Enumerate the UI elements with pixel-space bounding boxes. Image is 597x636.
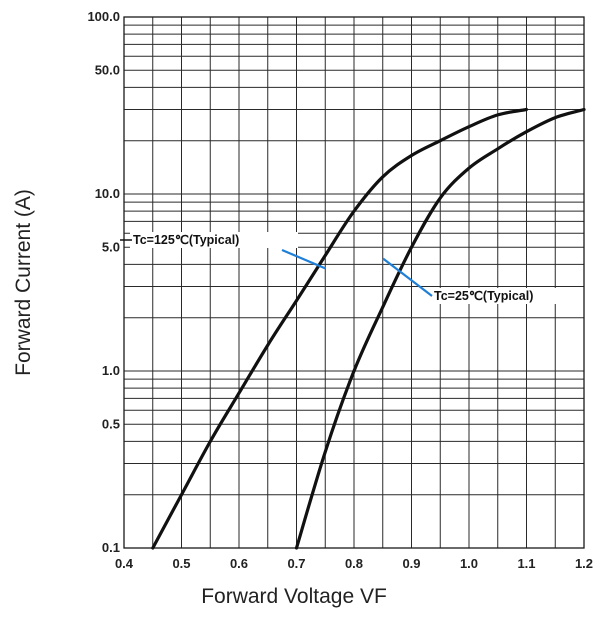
annotation-bg	[431, 288, 577, 304]
annotation-bg	[130, 232, 298, 248]
leader-line-tc-125	[281, 248, 326, 270]
y-tick-label: 1.0	[102, 363, 120, 378]
annotation-tc-25: Tc=25℃(Typical)	[434, 289, 533, 303]
y-axis-label: Forward Current (A)	[12, 189, 35, 376]
y-tick-label: 0.5	[102, 416, 120, 431]
curve-tc-25	[294, 107, 586, 550]
plot-frame	[123, 16, 585, 549]
x-tick-label: 0.9	[402, 556, 420, 571]
x-tick-label: 0.5	[172, 556, 190, 571]
x-tick-label: 0.8	[345, 556, 363, 571]
curve-annotations: Tc=125℃(Typical) Tc=25℃(Typical)	[120, 232, 577, 304]
y-tick-label: 10.0	[95, 186, 120, 201]
y-tick-label: 5.0	[102, 239, 120, 254]
series-curves	[151, 107, 586, 550]
leader-line-tc-25	[382, 257, 433, 297]
x-tick-labels: 0.4 0.5 0.6 0.7 0.8 0.9 1.0 1.1 1.2	[115, 556, 593, 571]
x-tick-label: 1.1	[517, 556, 535, 571]
x-tick-label: 0.4	[115, 556, 134, 571]
x-tick-label: 0.6	[230, 556, 248, 571]
annotation-tc-125: Tc=125℃(Typical)	[133, 233, 239, 247]
y-tick-label: 50.0	[95, 62, 120, 77]
curve-tc-125	[151, 107, 529, 550]
x-tick-label: 1.0	[460, 556, 478, 571]
x-tick-label: 1.2	[575, 556, 593, 571]
x-axis-label: Forward Voltage VF	[201, 585, 387, 608]
x-tick-label: 0.7	[287, 556, 305, 571]
grid	[123, 16, 585, 549]
y-tick-labels: 100.0 50.0 10.0 5.0 1.0 0.5 0.1	[87, 9, 120, 555]
y-tick-label: 100.0	[87, 9, 120, 24]
y-tick-label: 0.1	[102, 540, 120, 555]
